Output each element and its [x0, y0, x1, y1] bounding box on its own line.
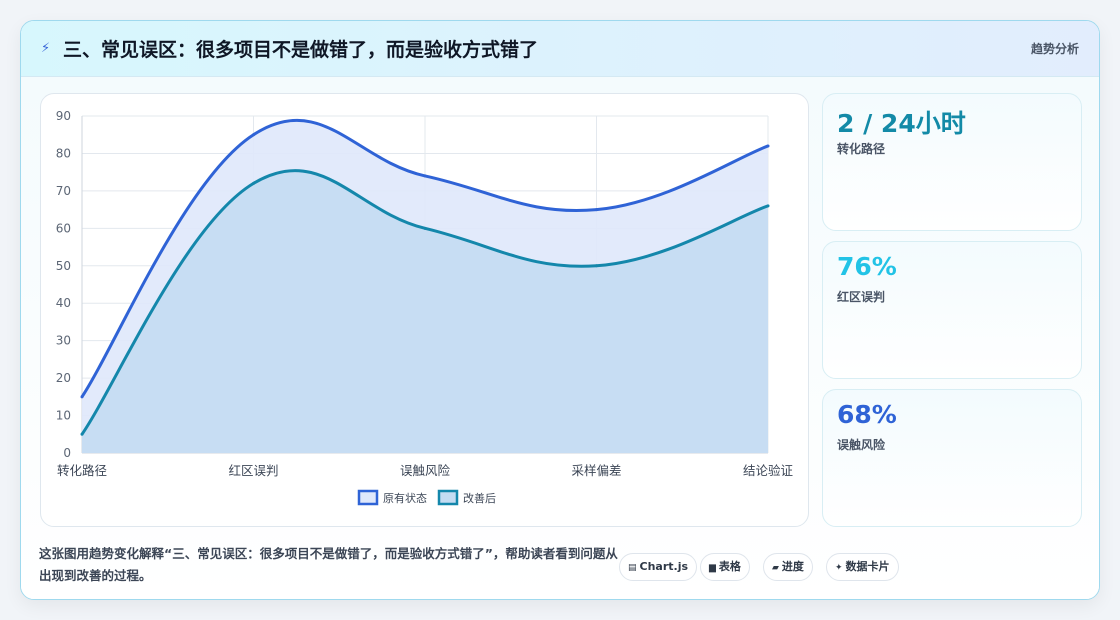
x-tick-label: 转化路径 — [57, 463, 107, 478]
table-icon: ▆ — [709, 563, 716, 573]
data-point — [423, 174, 427, 178]
page-title: 三、常见误区：很多项目不是做错了，而是验收方式错了 — [63, 39, 539, 61]
chart-icon: ▤ — [628, 563, 637, 573]
y-tick-label: 20 — [56, 371, 71, 385]
data-point — [80, 432, 84, 436]
chart-description: 这张图用趋势变化解释“三、常见误区：很多项目不是做错了，而是验收方式错了”，帮助… — [39, 546, 618, 583]
trend-analysis-tag: 趋势分析 — [1030, 42, 1079, 56]
legend-label-2: 改善后 — [463, 491, 496, 505]
stat-label: 红区误判 — [837, 290, 886, 304]
x-tick-label: 红区误判 — [228, 463, 278, 478]
progress-icon: ▰ — [772, 563, 779, 573]
stat-label: 转化路径 — [837, 142, 886, 156]
chip-label: 表格 — [718, 560, 741, 573]
chart-panel: 0 10 20 30 40 50 60 70 80 90 转化路径 红区误判 误触风险 采样偏差 结论验证原… — [40, 93, 809, 527]
stat-card-3: 68% 误触风险 — [822, 389, 1082, 527]
data-point — [80, 395, 84, 399]
y-tick-label: 0 — [63, 446, 71, 460]
main-card: ⚡ 三、常见误区：很多项目不是做错了，而是验收方式错了 趋势分析 0 10 20 30… — [20, 20, 1100, 600]
chip-chartjs[interactable]: ▤ Chart.js — [619, 553, 698, 581]
y-tick-label: 60 — [56, 221, 71, 235]
y-tick-label: 70 — [56, 184, 71, 198]
data-point — [595, 208, 598, 212]
y-tick-label: 50 — [56, 259, 71, 273]
y-tick-label: 90 — [56, 109, 71, 123]
legend-swatch-2 — [437, 489, 459, 506]
chip-label: Chart.js — [639, 560, 689, 573]
series-area-2 — [82, 170, 768, 453]
sparkle-icon: ✦ — [835, 563, 843, 573]
x-tick-label: 采样偏差 — [571, 463, 621, 478]
data-point — [252, 133, 255, 137]
legend-swatch-1 — [357, 489, 379, 506]
card-body: 0 10 20 30 40 50 60 70 80 90 转化路径 红区误判 误触风险 采样偏差 结论验证原… — [21, 77, 1099, 599]
y-tick-label: 40 — [56, 296, 71, 310]
chip-label: 数据卡片 — [845, 560, 890, 573]
series-line-2 — [80, 169, 769, 436]
stat-label: 误触风险 — [837, 438, 886, 452]
stat-card-1: 2 / 24小时 转化路径 — [822, 93, 1082, 231]
y-tick-label: 80 — [56, 146, 71, 160]
x-tick-label: 结论验证 — [743, 463, 794, 478]
legend-label-1: 原有状态 — [383, 491, 427, 505]
area-chart: 0 10 20 30 40 50 60 70 80 90 转化路径 红区误判 误触风险 采样偏差 结论验证原… — [56, 109, 794, 506]
x-tick-label: 误触风险 — [400, 463, 451, 478]
stat-value: 68% — [837, 400, 897, 429]
chip-data-cards[interactable]: ✦ 数据卡片 — [826, 553, 899, 581]
y-tick-label: 10 — [56, 409, 71, 423]
stat-value: 2 / 24小时 — [837, 109, 966, 138]
data-point — [423, 226, 427, 230]
lightning-icon: ⚡ — [41, 41, 51, 56]
data-point — [595, 264, 598, 268]
card-header: ⚡ 三、常见误区：很多项目不是做错了，而是验收方式错了 趋势分析 — [21, 21, 1099, 77]
series-line-1 — [80, 118, 769, 398]
stat-value: 76% — [837, 252, 897, 281]
data-point — [252, 181, 255, 185]
chip-progress[interactable]: ▰ 进度 — [763, 553, 813, 581]
data-point — [766, 204, 770, 208]
y-tick-label: 30 — [56, 334, 71, 348]
chip-label: 进度 — [781, 560, 804, 573]
chip-table[interactable]: ▆ 表格 — [700, 553, 750, 581]
data-point — [766, 144, 770, 148]
stat-card-2: 76% 红区误判 — [822, 241, 1082, 379]
